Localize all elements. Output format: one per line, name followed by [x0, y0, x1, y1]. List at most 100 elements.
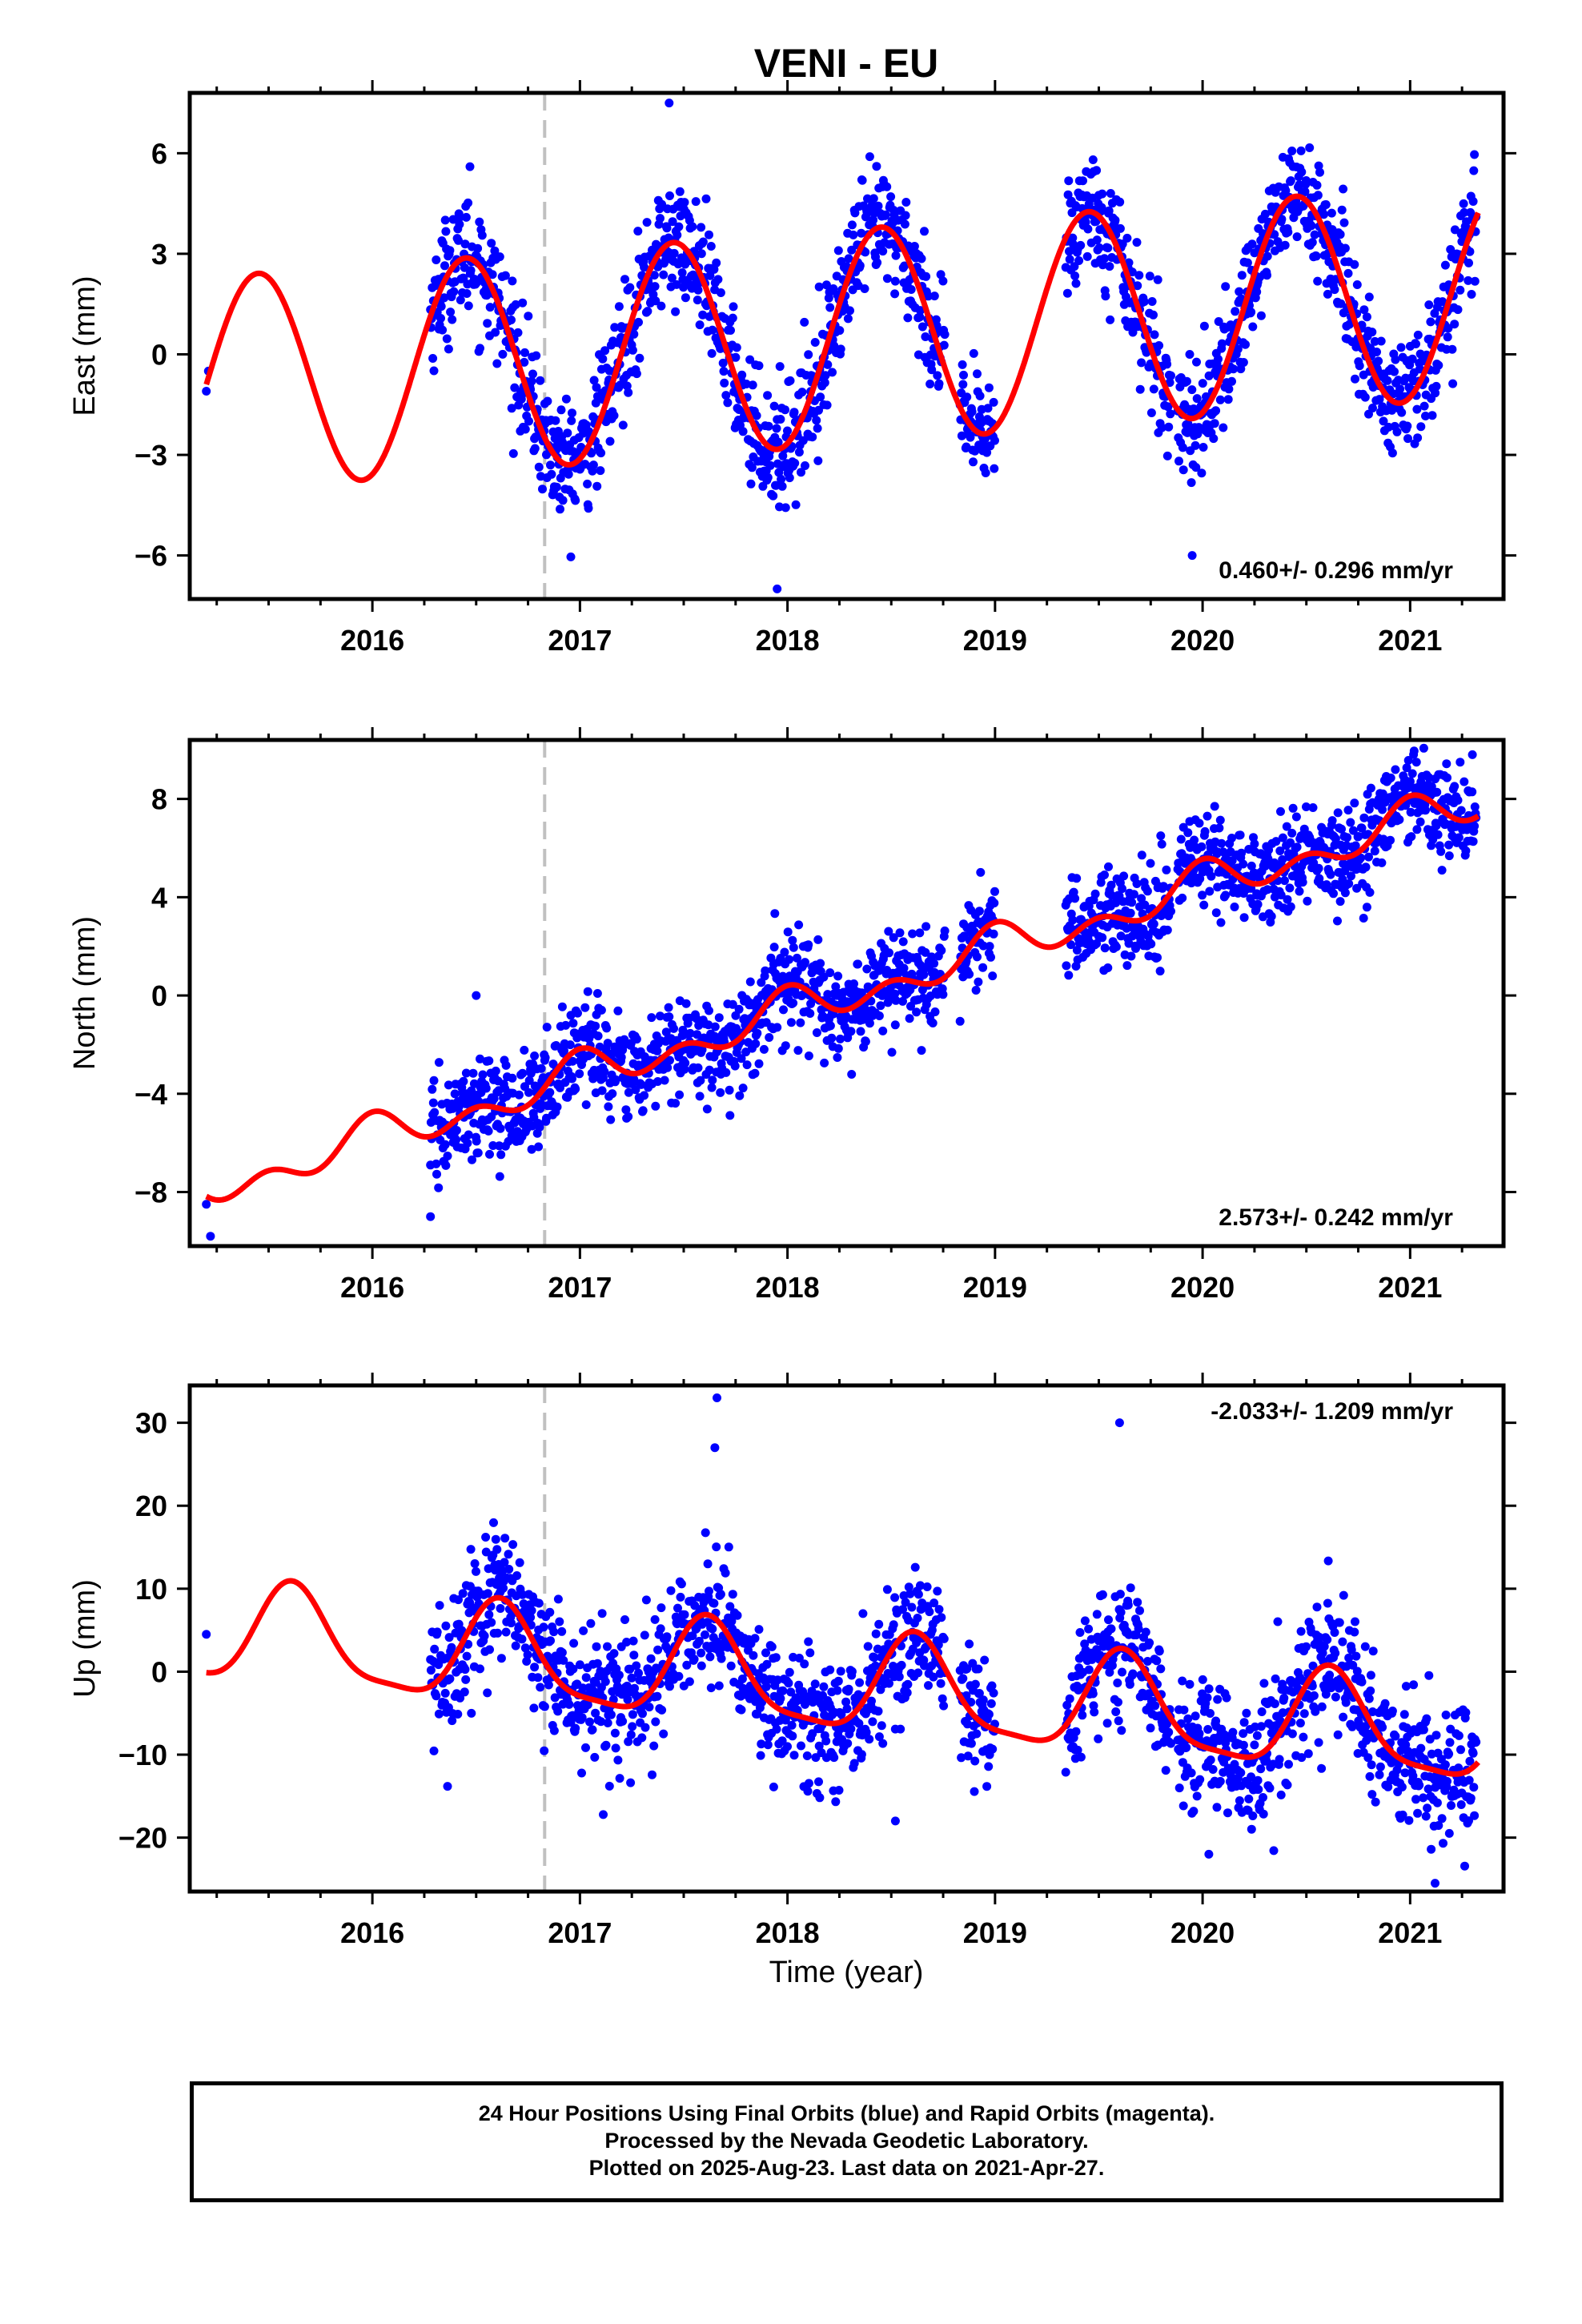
data-point — [836, 1667, 845, 1676]
data-point — [444, 1633, 454, 1642]
data-point — [508, 1073, 517, 1083]
data-point — [1470, 802, 1480, 811]
data-point — [920, 227, 929, 236]
data-point — [1193, 429, 1203, 439]
data-point — [1468, 787, 1477, 797]
data-point — [1071, 1727, 1081, 1736]
data-point — [696, 1076, 705, 1085]
data-point — [1192, 357, 1201, 367]
data-point — [1256, 311, 1266, 320]
data-point — [1431, 388, 1440, 398]
data-point — [1102, 1719, 1112, 1728]
data-point — [496, 1604, 505, 1613]
data-point — [712, 258, 721, 267]
data-point — [1122, 233, 1132, 243]
data-point — [790, 458, 800, 468]
data-point — [725, 1085, 734, 1095]
data-point — [1146, 408, 1156, 417]
data-point — [578, 1683, 588, 1693]
data-point — [1127, 267, 1137, 277]
data-point — [536, 1063, 546, 1073]
data-point — [846, 1724, 856, 1734]
data-point — [1209, 434, 1219, 444]
data-point — [632, 1035, 641, 1044]
data-point — [1263, 251, 1272, 261]
data-point — [1123, 1600, 1133, 1610]
data-point — [652, 1664, 661, 1673]
data-point — [987, 1681, 997, 1691]
data-point — [681, 1058, 690, 1068]
data-point — [483, 1688, 492, 1698]
data-point — [1211, 406, 1221, 416]
data-point — [769, 1782, 778, 1791]
data-point — [718, 358, 728, 368]
data-point — [804, 1637, 813, 1647]
data-point — [530, 444, 540, 453]
data-point — [1104, 1615, 1113, 1625]
data-point — [761, 1682, 771, 1691]
data-point — [1314, 1738, 1323, 1747]
data-point — [501, 1627, 511, 1637]
data-point — [1299, 1709, 1309, 1719]
data-point — [1113, 1679, 1122, 1687]
data-point — [1149, 919, 1158, 929]
data-point — [1166, 371, 1175, 380]
data-point — [770, 909, 780, 919]
data-point — [492, 359, 502, 368]
data-point — [1412, 404, 1422, 414]
data-point — [524, 416, 533, 426]
data-point — [958, 380, 968, 389]
data-point — [569, 1638, 579, 1648]
data-point — [1317, 1763, 1327, 1773]
data-point — [714, 1681, 724, 1691]
data-point — [1279, 1693, 1289, 1703]
data-point — [513, 328, 523, 337]
data-point — [1312, 180, 1322, 190]
data-point — [603, 1719, 612, 1727]
data-point — [558, 496, 568, 505]
data-point — [547, 469, 556, 479]
data-point — [876, 1001, 885, 1011]
data-point — [1392, 427, 1402, 436]
data-point — [873, 258, 882, 267]
data-point — [657, 1705, 667, 1715]
data-point — [539, 1622, 548, 1632]
data-point — [565, 1040, 575, 1050]
data-point — [905, 1014, 914, 1023]
data-point — [568, 1074, 576, 1084]
data-point — [456, 212, 465, 222]
data-point — [1205, 887, 1215, 896]
data-point — [754, 1625, 764, 1634]
data-point — [976, 867, 986, 877]
data-point — [622, 1638, 632, 1647]
data-point — [1078, 176, 1087, 186]
data-point — [983, 404, 993, 413]
data-point — [662, 1632, 672, 1642]
data-point — [1453, 305, 1463, 315]
data-point — [1424, 300, 1434, 310]
data-point — [1355, 361, 1364, 371]
data-point — [974, 977, 983, 987]
data-point — [632, 1661, 641, 1671]
data-point — [592, 989, 602, 998]
data-point — [511, 300, 520, 309]
data-point — [846, 1027, 856, 1036]
data-point — [1223, 395, 1233, 404]
data-point — [1292, 232, 1302, 242]
data-point — [781, 405, 790, 415]
data-point — [1116, 931, 1126, 941]
data-point — [865, 1735, 874, 1744]
data-points — [202, 99, 1481, 593]
data-point — [745, 355, 755, 364]
data-point — [1216, 918, 1226, 927]
data-point — [907, 1602, 917, 1612]
data-point — [1118, 884, 1126, 894]
data-point — [812, 1028, 821, 1037]
data-point — [1076, 240, 1086, 250]
data-point — [1198, 1675, 1207, 1684]
data-point — [1308, 803, 1318, 812]
data-point — [429, 1076, 439, 1085]
data-point — [1098, 189, 1107, 199]
data-point — [725, 1602, 735, 1611]
data-point — [601, 1740, 611, 1750]
